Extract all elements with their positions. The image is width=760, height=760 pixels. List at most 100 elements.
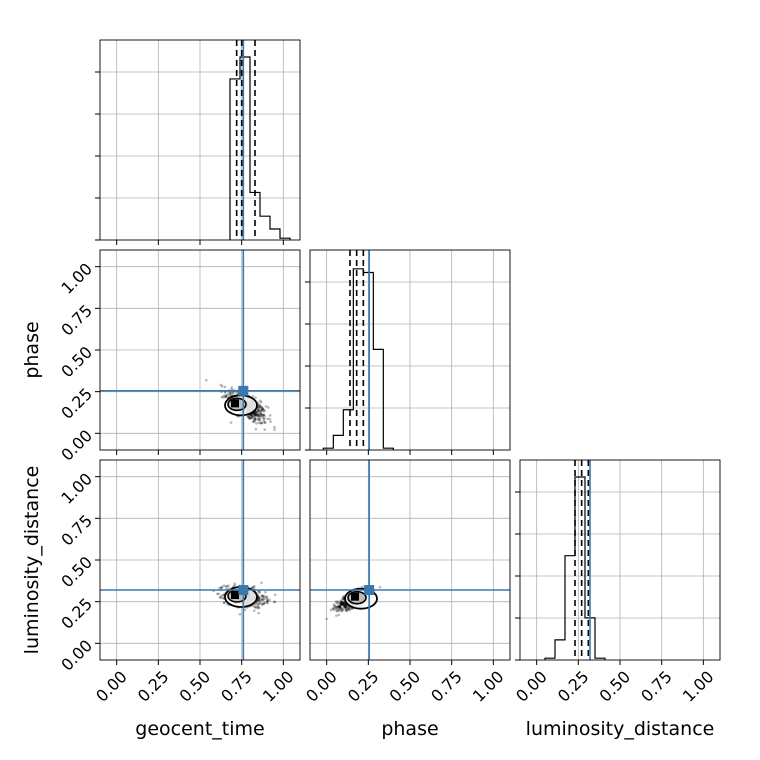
sample-point [344,605,347,609]
sample-point [336,605,340,608]
sample-point [341,607,345,610]
sample-point [254,410,258,414]
sample-point [257,596,261,599]
panel-frame [309,459,511,661]
sample-point [253,412,256,415]
sample-point [341,597,345,601]
sample-point [339,600,342,603]
sample-point [257,418,260,422]
sample-point [258,405,262,409]
sample-point [332,603,336,606]
x-tick-label: 1.00 [679,667,718,706]
sample-point [342,603,346,607]
sample-point [339,606,342,610]
sample-point [231,391,235,394]
sample-point [345,605,349,608]
sample-point [345,609,348,613]
sample-point [258,404,262,407]
sample-point [344,606,347,610]
sample-point [335,601,338,605]
sample-point [256,605,260,609]
sample-point [229,421,233,424]
sample-point [335,607,338,611]
x-tick-label: 0.00 [512,667,551,706]
sample-point [335,606,338,609]
sample-point [337,608,341,611]
sample-point [220,594,224,597]
sample-point [216,592,219,596]
sample-point [342,600,345,604]
sample-point [343,602,346,606]
sample-point [335,609,339,613]
sample-point [265,601,269,604]
y-tick-label: 1.00 [57,469,96,508]
sample-point [264,596,268,599]
sample-point [249,416,253,420]
sample-point [340,609,344,613]
sample-point [361,585,364,589]
sample-point [268,598,271,602]
gridlines [520,460,720,660]
scatter-panel-geocent-time-vs-luminosity-distance [95,459,301,665]
sample-point [255,413,259,417]
sample-point [273,428,276,432]
sample-point [219,383,223,387]
sample-point [337,613,341,617]
sample-point [261,407,265,411]
sample-point [260,581,263,585]
density-peak [231,591,239,599]
sample-point [256,604,260,608]
sample-point [229,392,232,396]
sample-point [255,422,258,425]
sample-point [273,600,277,604]
y-tick-label: 0.75 [57,301,96,340]
sample-point [220,585,224,589]
x-tick-label: 1.00 [469,667,508,706]
sample-point [338,601,342,605]
sample-point [343,605,346,608]
sample-point [222,584,226,587]
sample-point [338,605,341,609]
gridlines [310,250,510,450]
sample-point [253,605,256,608]
sample-point [342,608,345,612]
sample-point [257,417,261,420]
sample-point [262,416,266,420]
y-tick-label: 1.00 [57,259,96,298]
sample-point [254,606,258,609]
sample-point [224,394,228,397]
sample-point [259,412,262,415]
sample-point [253,417,257,420]
sample-point [262,409,266,413]
x-tick-label: 0.00 [302,667,341,706]
histogram-panel-phase [305,249,511,455]
sample-point [343,604,346,608]
sample-point [217,592,221,596]
sample-point [266,601,269,605]
sample-point [218,595,222,599]
x-tick-label: 0.75 [637,667,676,706]
sample-point [258,599,261,602]
sample-point [266,599,270,603]
sample-point [247,416,251,419]
sample-point [261,407,264,411]
sample-point [263,594,266,598]
sample-point [252,585,255,589]
x-tick-label: 0.50 [176,667,215,706]
sample-point [345,608,348,612]
sample-point [230,386,233,389]
sample-point [251,586,254,589]
y-axis-label: luminosity_distance [21,466,43,655]
sample-point [342,603,345,607]
y-tick-label: 0.25 [57,384,96,423]
axis-labels: geocent_time phase luminosity_distancephas… [21,321,714,740]
sample-point [235,391,238,394]
sample-point [342,604,346,608]
sample-point [346,607,350,610]
sample-point [260,421,264,425]
sample-point [252,414,256,418]
sample-point [340,602,344,606]
sample-point [256,410,259,414]
sample-point [265,598,269,602]
sample-point [257,421,261,425]
